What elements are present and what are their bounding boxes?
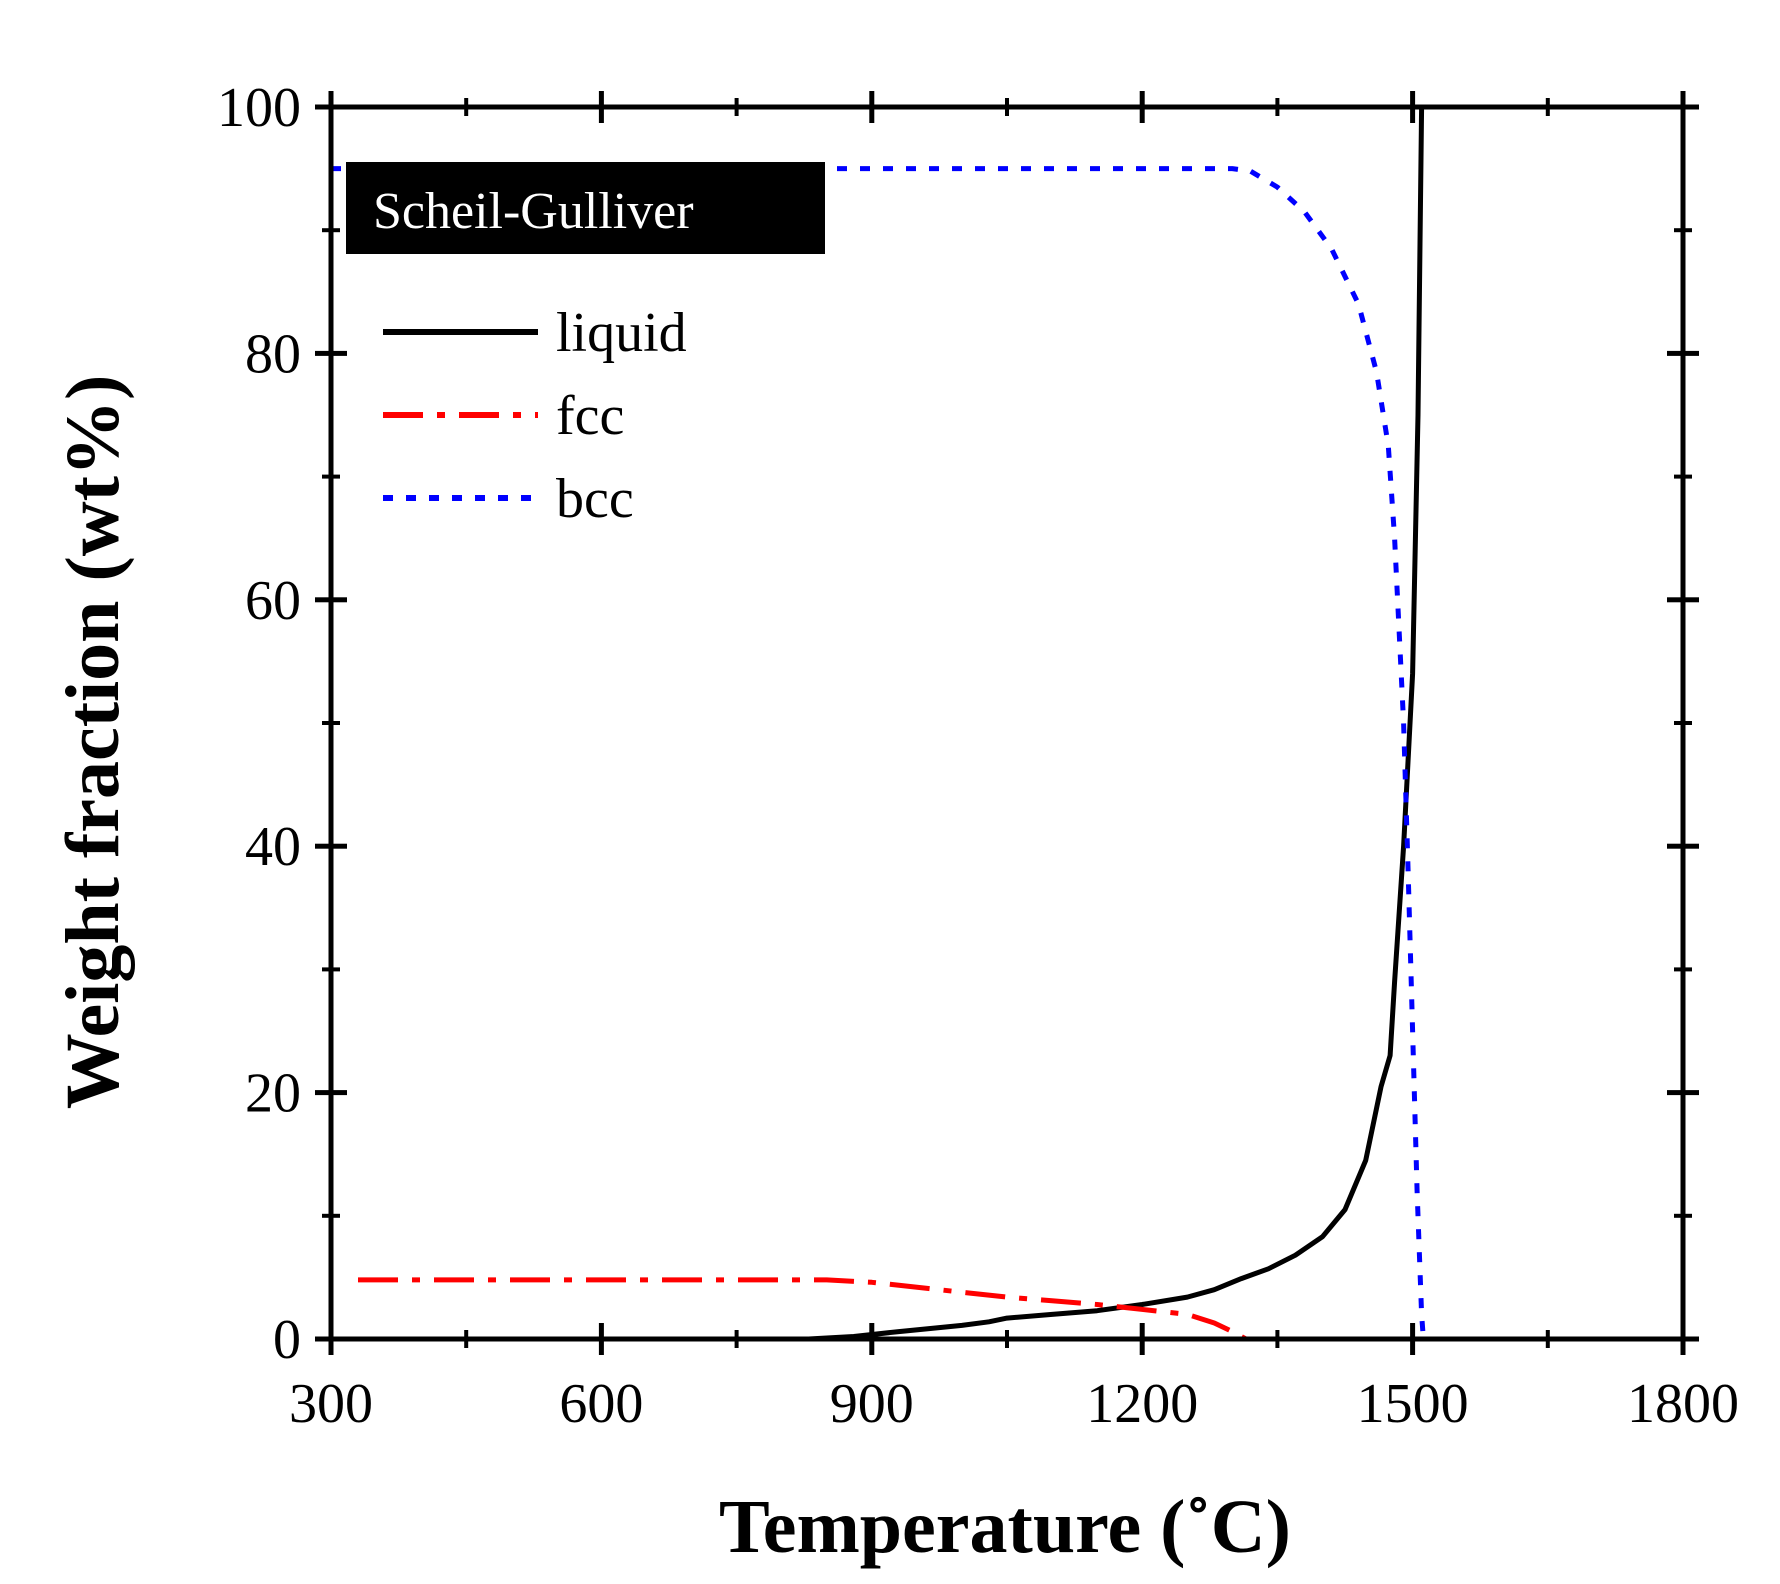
x-tick-label: 1800 bbox=[1627, 1373, 1739, 1435]
x-tick-label: 900 bbox=[830, 1373, 914, 1435]
series-line-bcc bbox=[331, 166, 1683, 1342]
ticks-group bbox=[315, 91, 1699, 1355]
annotation-background bbox=[346, 162, 825, 254]
legend-label-bcc: bcc bbox=[556, 468, 634, 530]
x-tick-label: 600 bbox=[559, 1373, 643, 1435]
x-tick-label: 1200 bbox=[1086, 1373, 1198, 1435]
y-tick-label: 100 bbox=[217, 77, 301, 139]
series-line-fcc bbox=[358, 1277, 1683, 1342]
legend-label-liquid: liquid bbox=[556, 302, 687, 364]
x-tick-label: 300 bbox=[289, 1373, 373, 1435]
y-axis-title: Weight fraction (wt%) bbox=[51, 375, 135, 1110]
annotation-label: Scheil-Gulliver bbox=[373, 183, 694, 240]
series-line-liquid bbox=[331, 104, 1683, 1342]
y-tick-label: 20 bbox=[245, 1063, 301, 1125]
legend: liquid fcc bcc bbox=[383, 302, 687, 530]
series-group bbox=[331, 104, 1683, 1342]
x-axis-title: Temperature (˚C) bbox=[719, 1485, 1291, 1569]
annotation-badge: Scheil-Gulliver bbox=[346, 162, 825, 254]
y-axis-title-group: Weight fraction (wt%) bbox=[51, 375, 135, 1110]
tick-labels-group: 300 600 900 1200 1500 1800 0 20 40 60 80 100 bbox=[217, 77, 1739, 1435]
y-tick-label: 40 bbox=[245, 816, 301, 878]
plot-frame bbox=[328, 104, 1686, 1342]
y-tick-label: 80 bbox=[245, 323, 301, 385]
y-tick-label: 60 bbox=[245, 570, 301, 632]
x-tick-label: 1500 bbox=[1357, 1373, 1469, 1435]
y-tick-label: 0 bbox=[273, 1309, 301, 1371]
legend-label-fcc: fcc bbox=[556, 385, 624, 447]
